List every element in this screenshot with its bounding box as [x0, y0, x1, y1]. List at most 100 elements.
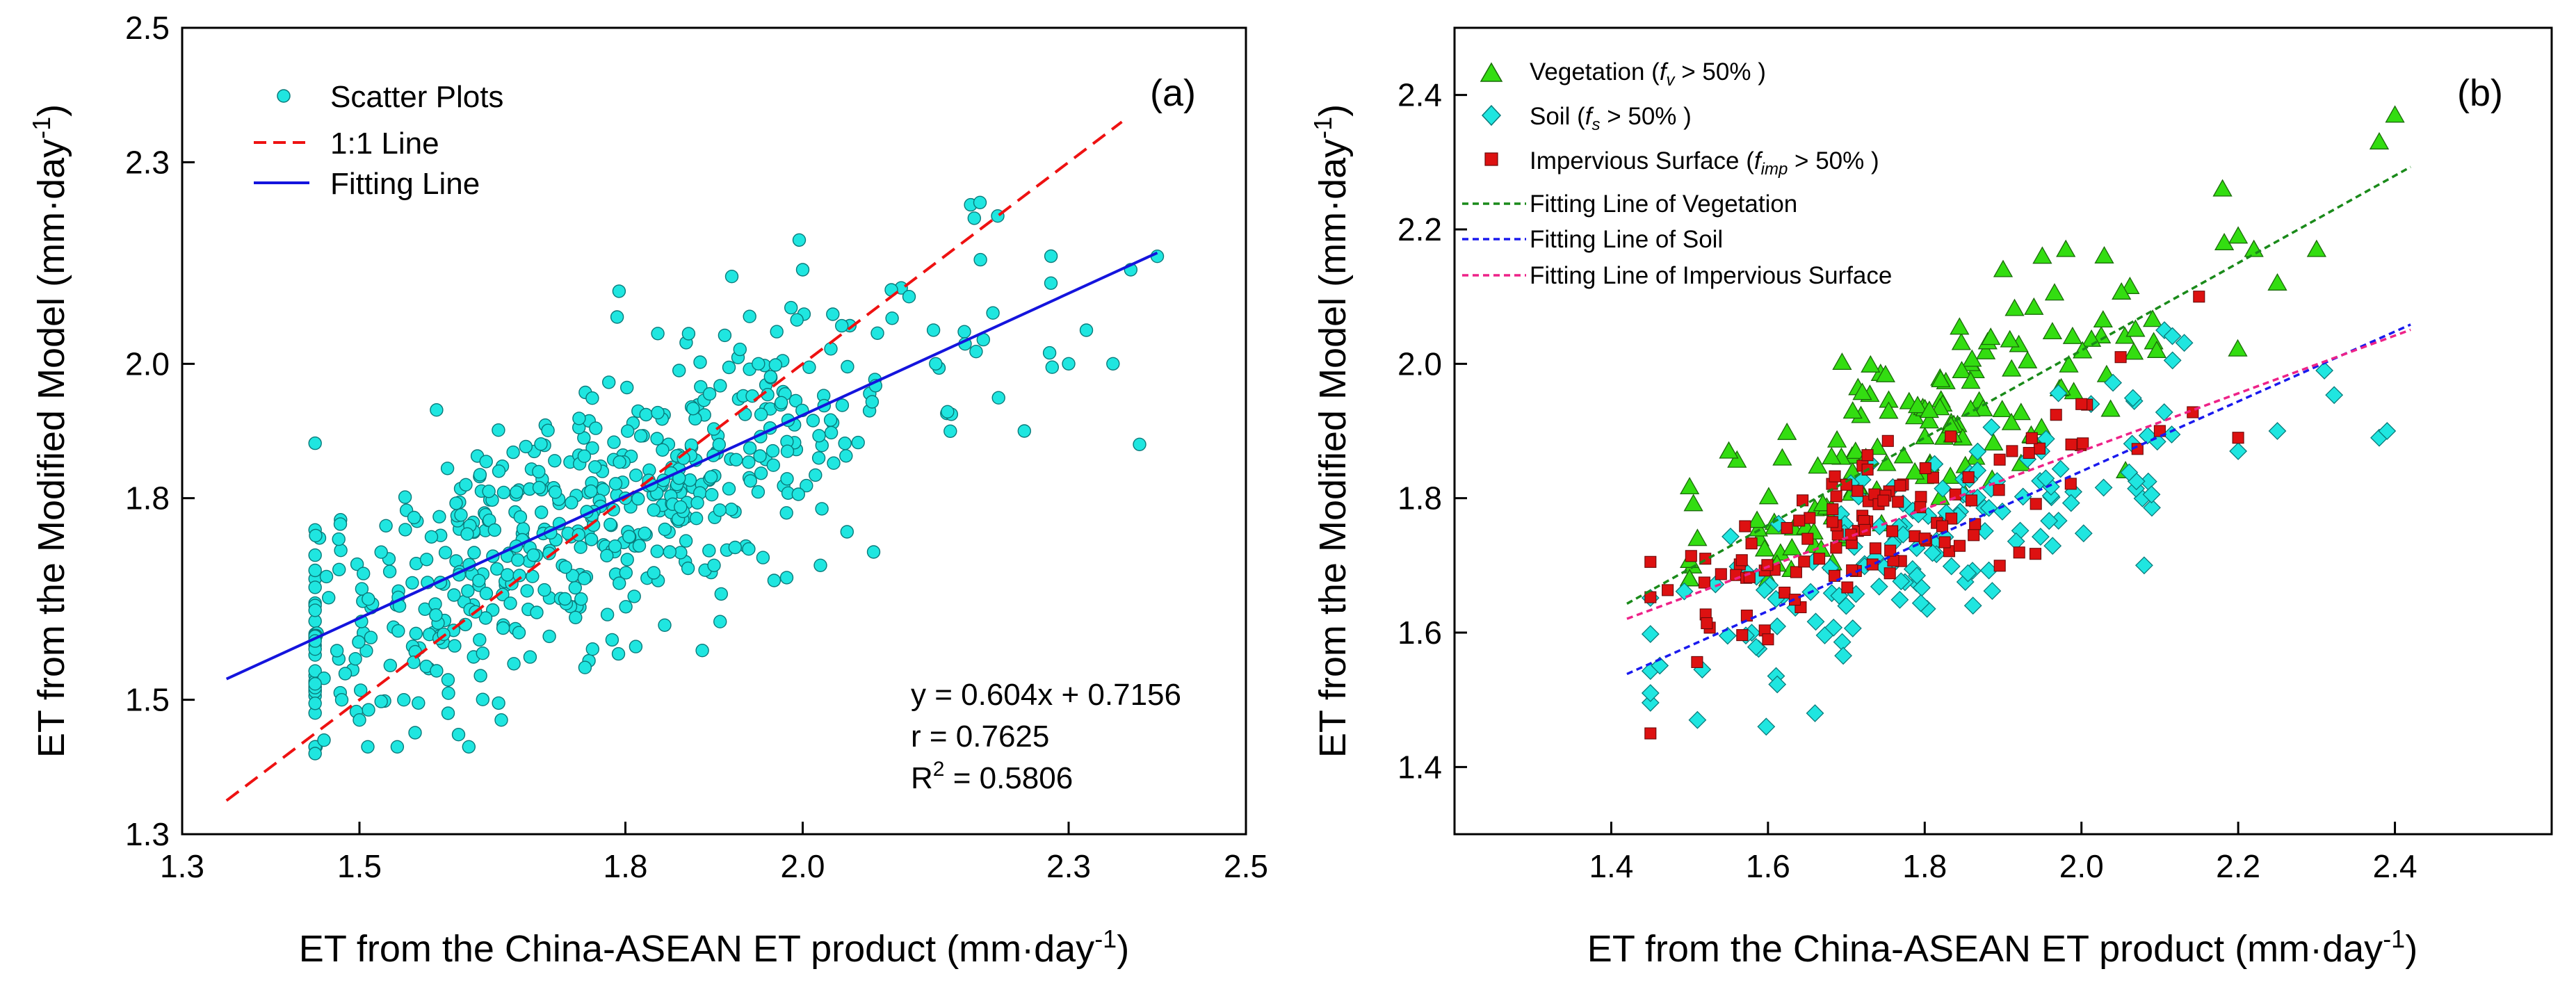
scatter-point [870, 326, 884, 340]
impervious-point [2050, 409, 2062, 421]
scatter-point [359, 644, 373, 658]
vegetation-point [2267, 273, 2287, 291]
soil-point [2074, 524, 2093, 543]
scatter-point [663, 545, 677, 559]
scatter-point [332, 562, 346, 576]
scatter-point [713, 615, 727, 628]
scatter-point [713, 379, 727, 393]
soil-point [1923, 544, 1942, 562]
scatter-point [589, 421, 603, 435]
scatter-point [308, 697, 322, 710]
scatter-point [806, 414, 820, 428]
scatter-point [308, 603, 322, 617]
scatter-point [382, 564, 397, 578]
panel-b-y-tick-label: 2.4 [1398, 77, 1442, 113]
soil-point [1641, 693, 1660, 712]
impervious-point [1993, 484, 2005, 496]
scatter-point [565, 496, 578, 510]
scatter-point [770, 325, 784, 339]
impervious-point [2013, 546, 2025, 559]
scatter-point [482, 485, 496, 498]
panel-a-y-ticks: 1.3 1.5 1.8 2.0 2.3 2.5 [125, 10, 195, 852]
panel-a-x-tick-label: 1.5 [337, 848, 382, 884]
scatter-point [506, 445, 520, 460]
scatter-point [672, 364, 686, 377]
scatter-point [800, 478, 813, 493]
soil-point [1983, 582, 2002, 601]
scatter-point [308, 747, 322, 761]
legend-scatter-label: Scatter Plots [330, 80, 503, 114]
scatter-point [792, 233, 807, 247]
soil-point [2120, 463, 2139, 482]
impervious-point [1909, 530, 1921, 542]
vegetation-point [2369, 131, 2390, 149]
legend-impervious-marker [1484, 152, 1498, 166]
panel-b-label: (b) [2457, 72, 2503, 114]
vegetation-point [2228, 226, 2249, 244]
vegetation-point [2146, 340, 2167, 358]
vegetation-point [1904, 462, 1925, 480]
impervious-point [1826, 516, 1839, 528]
vegetation-point [2214, 232, 2235, 250]
soil-point [2325, 386, 2344, 405]
vegetation-point [1826, 430, 1847, 448]
vegetation-point [2112, 282, 2132, 300]
scatter-point [542, 546, 556, 560]
vegetation-point [2228, 339, 2248, 357]
impervious-point [1886, 525, 1899, 537]
scatter-point [608, 539, 622, 553]
scatter-point [986, 306, 1000, 320]
fit-equation: y = 0.604x + 0.7156 [911, 678, 1181, 712]
vegetation-point [2093, 310, 2113, 328]
scatter-point [526, 548, 540, 562]
panel-b-y-ticks: 1.4 1.6 1.8 2.0 2.2 2.4 [1398, 77, 1467, 785]
soil-point [2123, 389, 2142, 407]
scatter-point [520, 584, 534, 598]
vegetation-point [1852, 382, 1872, 400]
scatter-point [317, 733, 331, 747]
scatter-point [754, 407, 768, 421]
scatter-point [674, 500, 688, 514]
vegetation-point [1842, 401, 1863, 419]
panel-a-y-tick-label: 1.8 [125, 480, 170, 517]
scatter-point [577, 449, 592, 463]
impervious-point [1644, 727, 1657, 740]
vegetation-point [2001, 412, 2022, 430]
scatter-point [503, 596, 517, 610]
scatter-point [574, 540, 588, 554]
scatter-point [322, 591, 336, 605]
panel-a-y-axis-title: ET from the Modified Model (mm·day-1) [27, 104, 72, 758]
scatter-point [308, 548, 322, 562]
soil-point [2229, 442, 2248, 460]
scatter-point [429, 608, 443, 622]
scatter-point [790, 313, 804, 327]
scatter-point [357, 567, 371, 580]
scatter-point [679, 534, 693, 548]
scatter-point [957, 325, 971, 339]
scatter-point [585, 642, 599, 656]
scatter-point [756, 551, 770, 564]
scatter-point [689, 512, 704, 526]
fitting-line-soil [1626, 323, 2411, 676]
soil-point [1747, 637, 1765, 656]
scatter-point [408, 726, 422, 740]
impervious-point [1790, 566, 1802, 578]
scatter-point [584, 484, 598, 498]
scatter-point [419, 553, 434, 567]
scatter-point [487, 523, 501, 537]
scatter-point [728, 540, 743, 555]
scatter-point [1133, 437, 1147, 451]
scatter-point [631, 491, 645, 506]
scatter-point [476, 692, 489, 706]
impervious-point [1869, 542, 1881, 555]
vegetation-point [2142, 309, 2163, 327]
fitting-line-vegetation [1626, 165, 2411, 605]
vegetation-point [1808, 456, 1828, 474]
panel-a-y-tick-label: 1.5 [125, 682, 170, 718]
scatter-point [973, 252, 987, 267]
impervious-point [1798, 555, 1811, 568]
scatter-point [694, 380, 708, 394]
impervious-point [1852, 485, 1864, 497]
scatter-point [765, 444, 780, 458]
impervious-point [2033, 442, 2046, 455]
